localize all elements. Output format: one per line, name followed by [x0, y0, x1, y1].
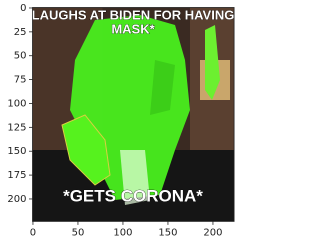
- y-tick-label: 175: [7, 170, 26, 181]
- x-tick-label: 0: [30, 227, 36, 238]
- y-tick-label: 0: [20, 3, 26, 14]
- meme-top-text: MASK*: [111, 21, 155, 36]
- y-tick-label: 50: [14, 51, 27, 62]
- image: LAUGHS AT BIDEN FOR HAVING MASK* *GETS C…: [32, 7, 235, 222]
- y-tick-label: 125: [7, 122, 26, 133]
- y-tick-label: 150: [7, 146, 26, 157]
- y-tick-label: 100: [7, 98, 26, 109]
- x-tick-label: 50: [72, 227, 85, 238]
- meme-bottom-text: *GETS CORONA*: [63, 186, 203, 205]
- y-tick-label: 200: [7, 194, 26, 205]
- meme-top-text: LAUGHS AT BIDEN FOR HAVING: [32, 7, 235, 22]
- chart: LAUGHS AT BIDEN FOR HAVING MASK* *GETS C…: [0, 0, 246, 248]
- x-tick-label: 100: [113, 227, 132, 238]
- x-tick-label: 200: [203, 227, 222, 238]
- y-tick-label: 75: [14, 75, 27, 86]
- y-tick-label: 25: [14, 27, 27, 38]
- x-tick-label: 150: [158, 227, 177, 238]
- page: {"chart_data": {"type": "image", "annota…: [0, 0, 246, 248]
